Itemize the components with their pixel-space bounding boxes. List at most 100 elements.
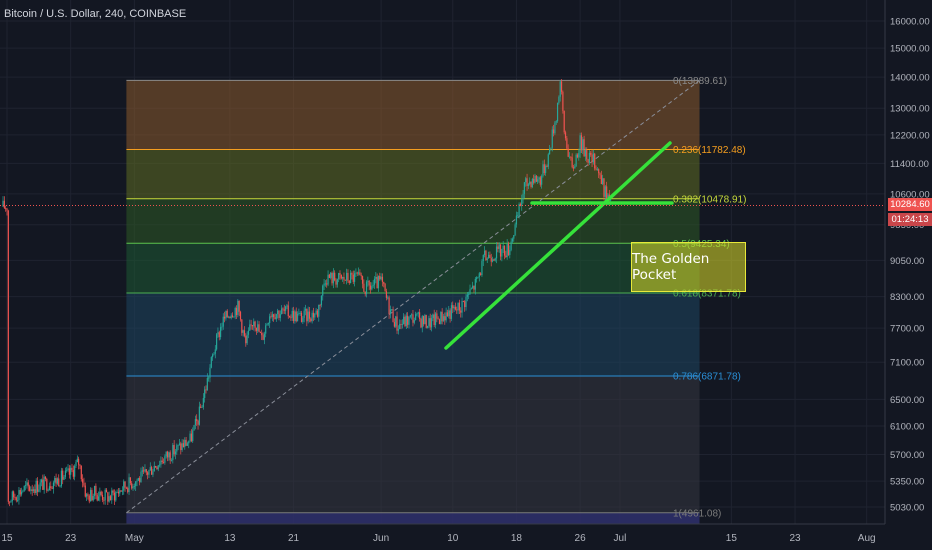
candle-body [399,323,401,329]
candle-body [174,451,177,455]
candle-body [80,465,82,480]
candle-body [420,318,422,328]
candle-body [51,487,53,489]
candle-body [294,311,296,322]
candle-body [517,215,519,216]
candle-body [546,165,548,167]
candle-body [22,490,24,492]
candle-body [46,478,48,491]
candle-body [2,200,4,207]
candle-body [549,148,551,155]
candle-body [474,278,476,290]
candle-body [246,334,248,344]
price-axis[interactable]: 16000.00 15000.00 14000.00 13000.00 12200.00… [890,17,930,514]
time-tick-label: 23 [65,533,77,544]
candle-body [579,135,581,153]
candle-body [298,313,300,314]
candle-body [63,476,65,480]
candle-body [9,501,11,503]
fibonacci-retracement[interactable] [126,79,700,524]
candle-body [308,311,311,319]
candle-body [192,430,194,442]
candle-body [572,167,575,169]
candle-body [263,333,265,340]
candle-body [393,322,395,327]
candle-body [558,96,560,103]
candle-body [170,460,173,461]
candle-body [482,255,484,262]
candle-body [468,294,470,296]
candle-body [437,318,439,320]
candle-body [347,272,349,281]
candle-body [334,272,336,281]
candle-body [54,477,56,483]
candle-body [92,495,94,501]
candle-body [223,316,226,319]
candle-body [125,487,127,489]
candle-body [32,489,35,491]
candle-body [109,496,112,501]
candle-body [533,178,535,183]
candle-body [115,492,117,501]
candle-body [139,478,141,483]
candle-body [60,470,62,486]
candle-body [505,255,507,258]
candle-body [510,241,512,250]
candle-body [332,272,334,284]
candle-body [515,215,518,225]
candle-body [438,319,441,325]
candle-body [36,480,39,492]
candle-body [415,314,417,321]
candle-body [55,477,57,484]
candle-body [506,243,508,258]
candle-body [47,490,49,491]
candle-body [489,254,491,259]
trendlines[interactable] [444,141,674,350]
candle-body [28,486,31,491]
golden-pocket-annotation[interactable]: The Golden Pocket [631,242,746,292]
candle-body [464,301,466,308]
candle-body [35,480,37,494]
candle-body [227,316,230,318]
candle-body [194,419,196,426]
candle-body [357,272,360,274]
ascending-trendline[interactable] [444,141,672,350]
candle-body [331,272,333,284]
candle-body [198,406,200,425]
candle-body [231,315,234,318]
candle-body [95,485,97,495]
candle-body [371,286,373,290]
candle-body [38,489,40,492]
time-tick-label: 26 [575,533,587,544]
candle-body [253,321,255,327]
fib-zone [126,512,700,524]
candle-body [213,353,215,355]
candle-body [537,179,539,182]
candle-body [513,235,515,239]
candle-body [56,478,59,484]
candle-body [59,485,61,487]
candle-body [430,318,433,328]
candle-body [551,129,553,148]
fib-level-label: 0.236(11782.48) [673,145,746,156]
candle-body [144,469,146,472]
candle-body [522,193,524,200]
time-axis[interactable]: 15 23 May 13 21 Jun 10 18 26 Jul 15 23 Aug [1,533,875,544]
candle-body [168,452,170,458]
candle-body [267,323,269,324]
candle-body [526,178,528,187]
candle-body [75,462,77,467]
candle-body [441,311,443,322]
candle-body [39,482,41,490]
candle-body [452,305,454,309]
candle-body [525,178,527,183]
candle-body [230,315,232,318]
candle-body [503,245,506,256]
candle-body [257,324,259,331]
time-tick-label: 15 [1,533,13,544]
candle-body [604,186,606,197]
candle-body [590,152,592,155]
candlesticks [2,78,612,507]
